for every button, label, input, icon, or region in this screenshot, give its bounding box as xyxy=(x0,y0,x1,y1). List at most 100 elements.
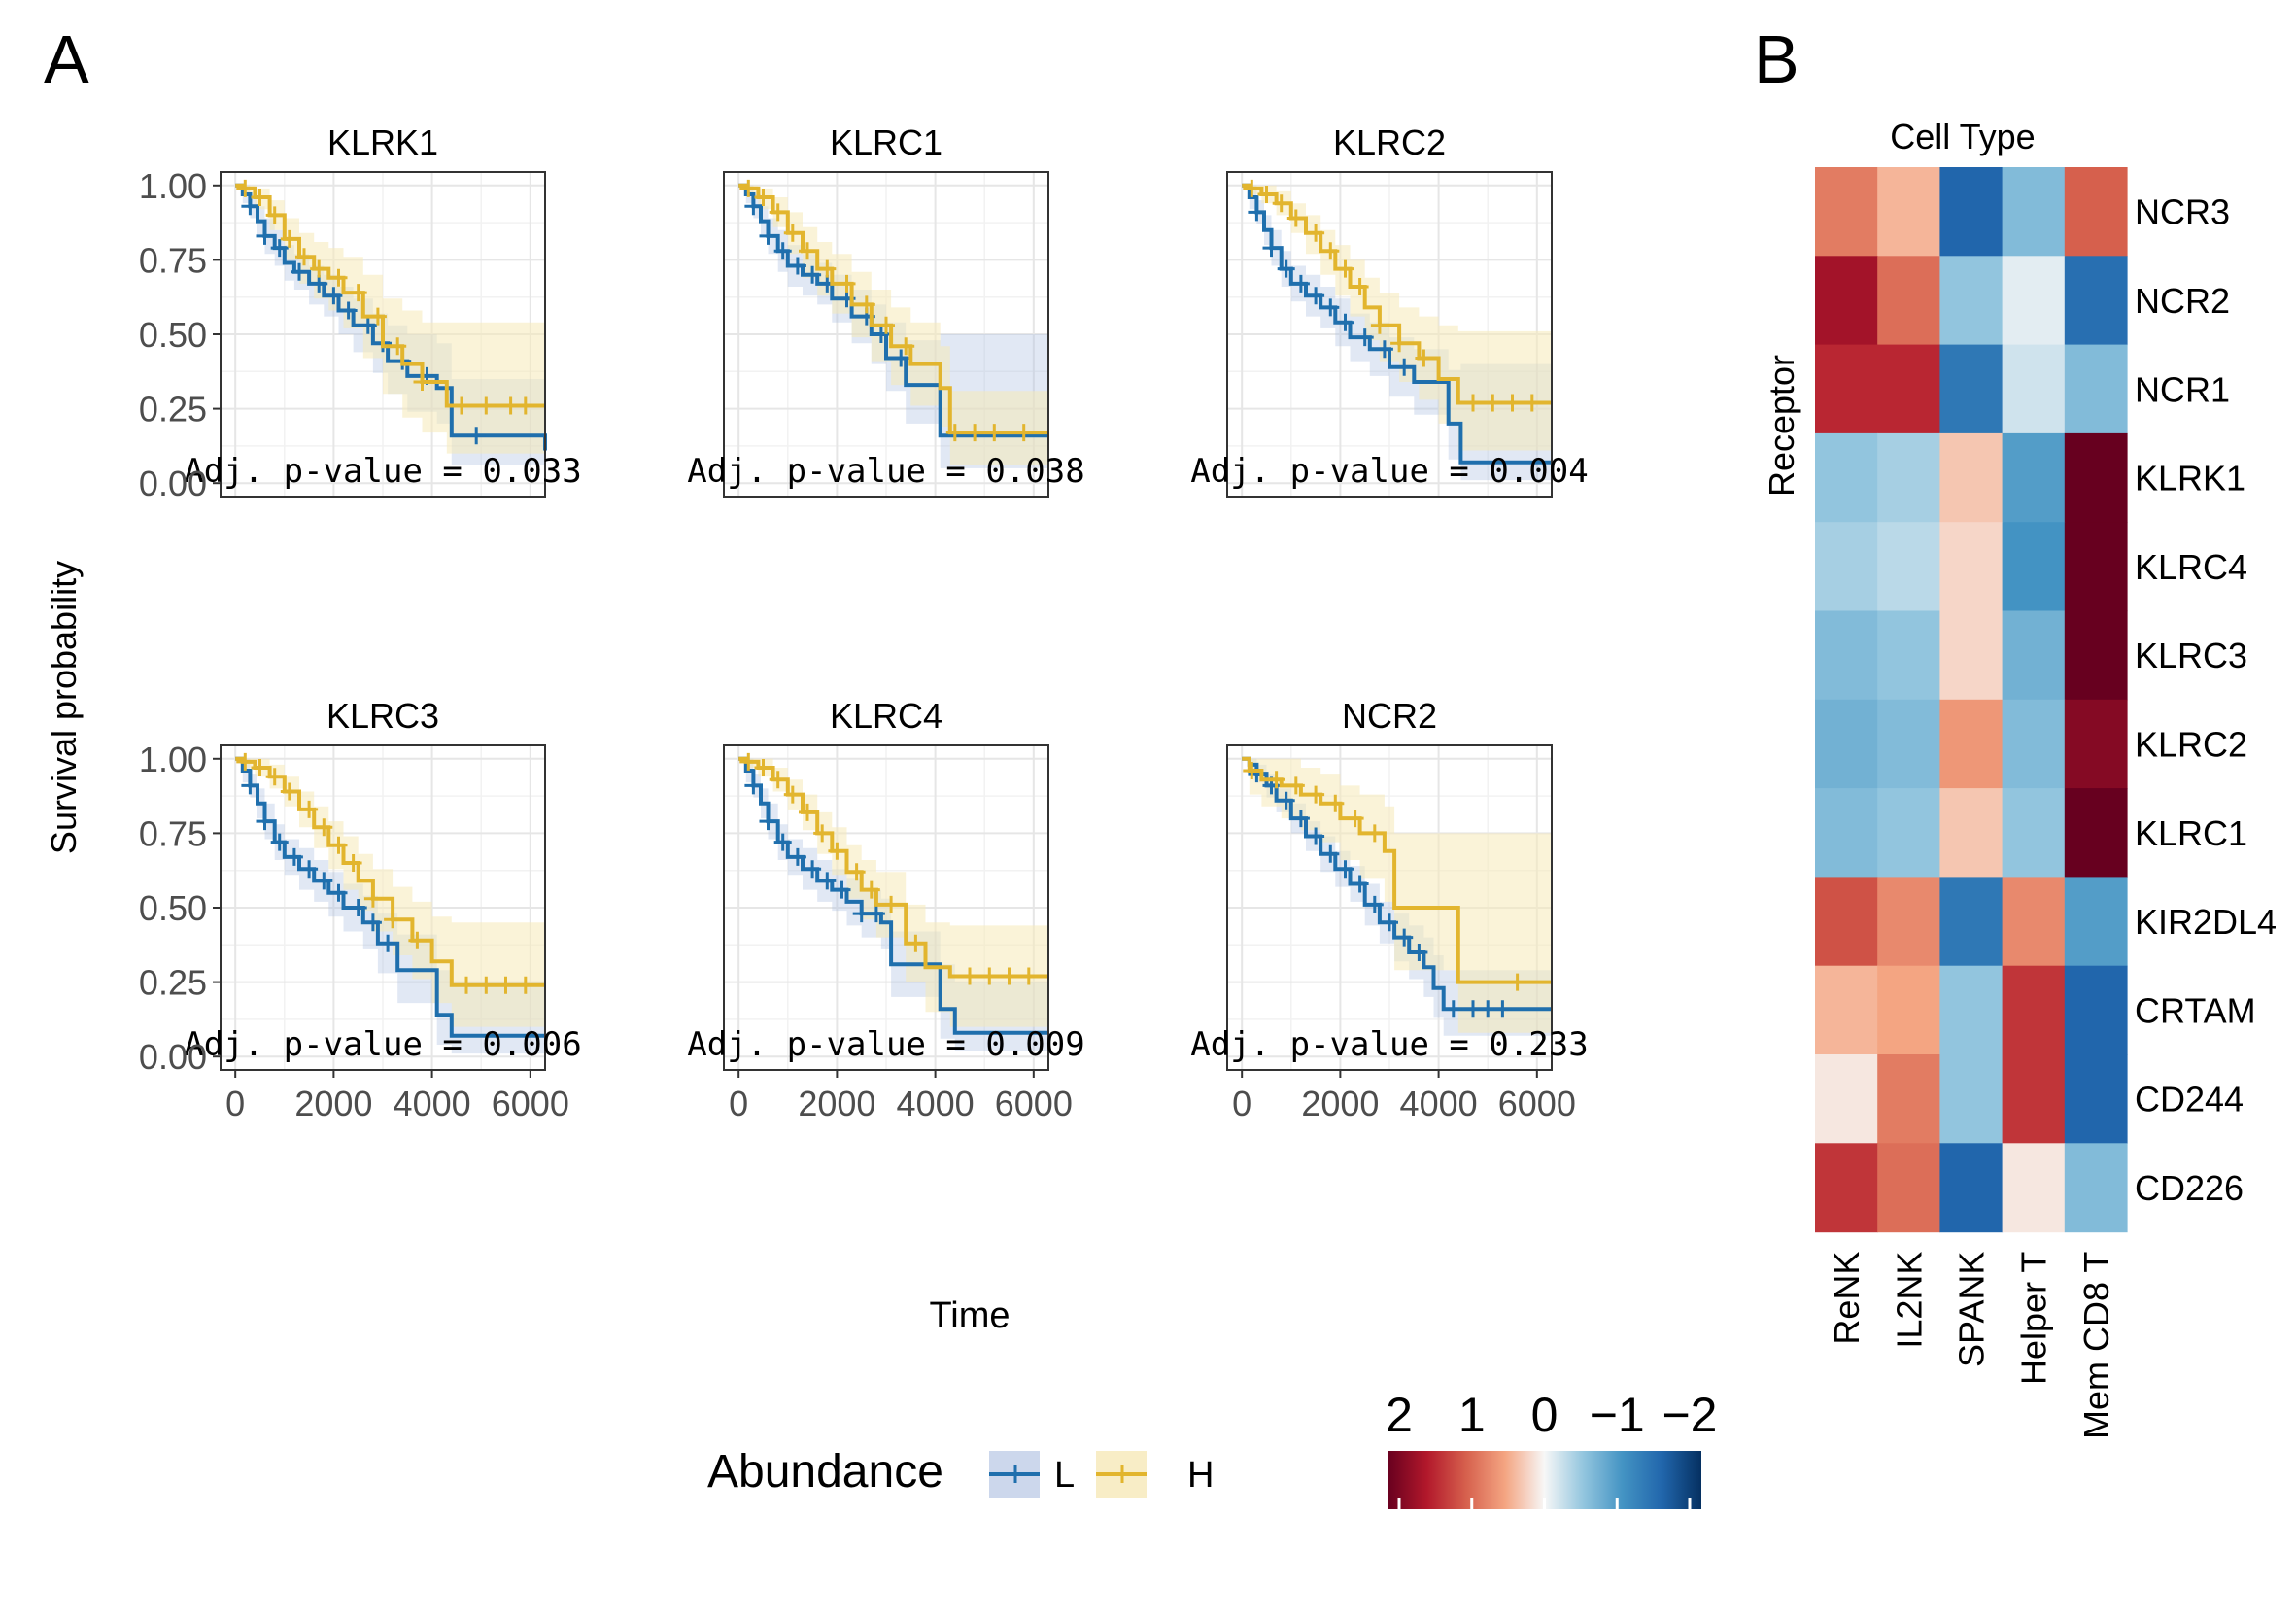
heatmap-cell xyxy=(1815,788,1878,878)
censor-mark-low xyxy=(744,197,763,216)
heatmap-cell xyxy=(1815,610,1878,701)
plot-border xyxy=(723,744,1049,1071)
censor-mark-high xyxy=(1503,394,1522,412)
heatmap-cell xyxy=(1877,788,1940,878)
heatmap-row-label: NCR3 xyxy=(2135,192,2230,232)
heatmap-cell xyxy=(2002,344,2066,434)
censor-mark-low xyxy=(1321,844,1340,863)
km-panel-klrc1: KLRC1 Adj. p-value = 0.038 xyxy=(687,122,1085,498)
censor-mark-low xyxy=(1395,928,1414,947)
heatmap-cell xyxy=(2002,965,2066,1055)
censor-mark-high xyxy=(882,895,901,913)
censor-mark-low xyxy=(1493,1000,1512,1018)
heatmap-cell xyxy=(1877,699,1940,789)
plot-border xyxy=(723,171,1049,498)
censor-mark-high xyxy=(769,771,787,789)
heatmap-cell xyxy=(2064,699,2128,789)
heatmap-cell xyxy=(1939,877,2004,967)
heatmap-cell xyxy=(1939,788,2004,878)
censor-mark-low xyxy=(1479,1000,1497,1018)
heatmap-cell xyxy=(1939,699,2004,789)
x-tick-label: 0 xyxy=(729,1084,748,1123)
censor-mark-low xyxy=(1262,239,1281,258)
censor-mark-high xyxy=(477,396,496,415)
km-panel-klrc2: KLRC2 Adj. p-value = 0.004 xyxy=(1190,122,1589,498)
ci-band-high xyxy=(1242,758,1552,1033)
censor-mark-low xyxy=(1395,358,1414,376)
y-tick-label: 0.00 xyxy=(139,464,207,503)
censor-mark-low xyxy=(339,301,358,320)
heatmap-row-label: KLRC4 xyxy=(2135,547,2247,587)
censor-mark-low xyxy=(256,812,274,831)
heatmap-cell xyxy=(2002,877,2066,967)
km-panel-ncr2: NCR2 Adj. p-value = 0.233 0 2000 4000 6000 xyxy=(1190,696,1588,1123)
heatmap-cells xyxy=(1815,167,2128,1233)
heatmap-row-label: KLRC1 xyxy=(2135,813,2247,853)
x-tick-label: 2000 xyxy=(294,1084,372,1123)
heatmap-row-label: KLRC2 xyxy=(2135,724,2247,764)
heatmap-cell xyxy=(1877,344,1940,434)
censor-mark-high xyxy=(1307,224,1325,242)
heatmap-cell xyxy=(2064,522,2128,612)
censor-mark-low xyxy=(359,316,377,334)
y-tick-label: 0.50 xyxy=(139,888,207,928)
censor-mark-high xyxy=(1415,349,1433,367)
censor-mark-high xyxy=(329,836,348,854)
censor-mark-low xyxy=(363,913,382,932)
censor-mark-high xyxy=(739,179,758,197)
censor-mark-low xyxy=(788,847,806,866)
y-tick-label: 0.25 xyxy=(139,963,207,1003)
heatmap-cell xyxy=(1815,344,1878,434)
x-tick-label: 2000 xyxy=(1301,1084,1379,1123)
censor-mark-high xyxy=(1307,785,1325,804)
heatmap-cell xyxy=(1877,432,1940,523)
censor-mark-low xyxy=(1248,203,1266,222)
censor-mark-high xyxy=(236,179,255,197)
censor-mark-high xyxy=(985,424,1004,442)
km-panel-klrc3: KLRC3 Adj. p-value = 0.006 1.00 0.75 0.50 0.2… xyxy=(139,696,582,1123)
heatmap-cell xyxy=(2002,256,2066,346)
censor-mark-high xyxy=(897,337,915,356)
x-tick-label: 0 xyxy=(225,1084,245,1123)
heatmap-row-label: CD226 xyxy=(2135,1168,2244,1208)
x-tick-label: 6000 xyxy=(1498,1084,1576,1123)
censor-mark-low xyxy=(256,226,274,245)
km-panel-klrc4: KLRC4 Adj. p-value = 0.009 0 2000 4000 6000 xyxy=(687,696,1084,1123)
censor-mark-high xyxy=(754,189,772,206)
heatmap-cell xyxy=(1877,256,1940,346)
censor-mark-low xyxy=(325,287,343,305)
censor-mark-high xyxy=(1257,186,1276,203)
censor-mark-low xyxy=(1307,287,1325,305)
heatmap-cell xyxy=(1815,432,1878,523)
heatmap-cell xyxy=(2064,1054,2128,1144)
censor-mark-high xyxy=(516,396,534,415)
censor-mark-high xyxy=(1351,278,1369,295)
censor-mark-low xyxy=(867,905,885,923)
legend-low-label: L xyxy=(1054,1455,1075,1496)
censor-mark-high xyxy=(818,259,837,278)
censor-mark-low xyxy=(270,239,289,258)
censor-mark-high xyxy=(310,259,328,278)
censor-mark-high xyxy=(1014,424,1033,442)
heatmap-cell xyxy=(1815,167,1878,257)
censor-mark-high xyxy=(300,800,319,818)
x-tick-label: 0 xyxy=(1232,1084,1251,1123)
heatmap-row-label: NCR2 xyxy=(2135,281,2230,321)
censor-mark-high xyxy=(329,268,348,287)
heatmap-y-axis-label: Receptor xyxy=(1762,355,1801,497)
y-tick-label: 0.50 xyxy=(139,315,207,355)
censor-mark-low xyxy=(1351,875,1369,893)
censor-mark-low xyxy=(773,833,792,851)
censor-mark-high xyxy=(1370,316,1388,334)
censor-mark-high xyxy=(799,242,816,260)
censor-mark-low xyxy=(1291,274,1310,293)
heatmap-cell xyxy=(1939,610,2004,701)
censor-mark-high xyxy=(1464,394,1482,412)
censor-mark-low xyxy=(1291,810,1310,828)
censor-mark-high xyxy=(980,967,999,985)
heatmap-row-labels: NCR3 NCR2 NCR1 KLRK1 KLRC4 KLRC3 KLRC2 KLRC1 KIR… xyxy=(2135,192,2277,1208)
y-tick-label: 0.25 xyxy=(139,390,207,430)
censor-mark-high xyxy=(349,284,367,302)
p-value-annotation: Adj. p-value = 0.033 xyxy=(184,452,581,491)
censor-mark-low xyxy=(329,883,348,902)
